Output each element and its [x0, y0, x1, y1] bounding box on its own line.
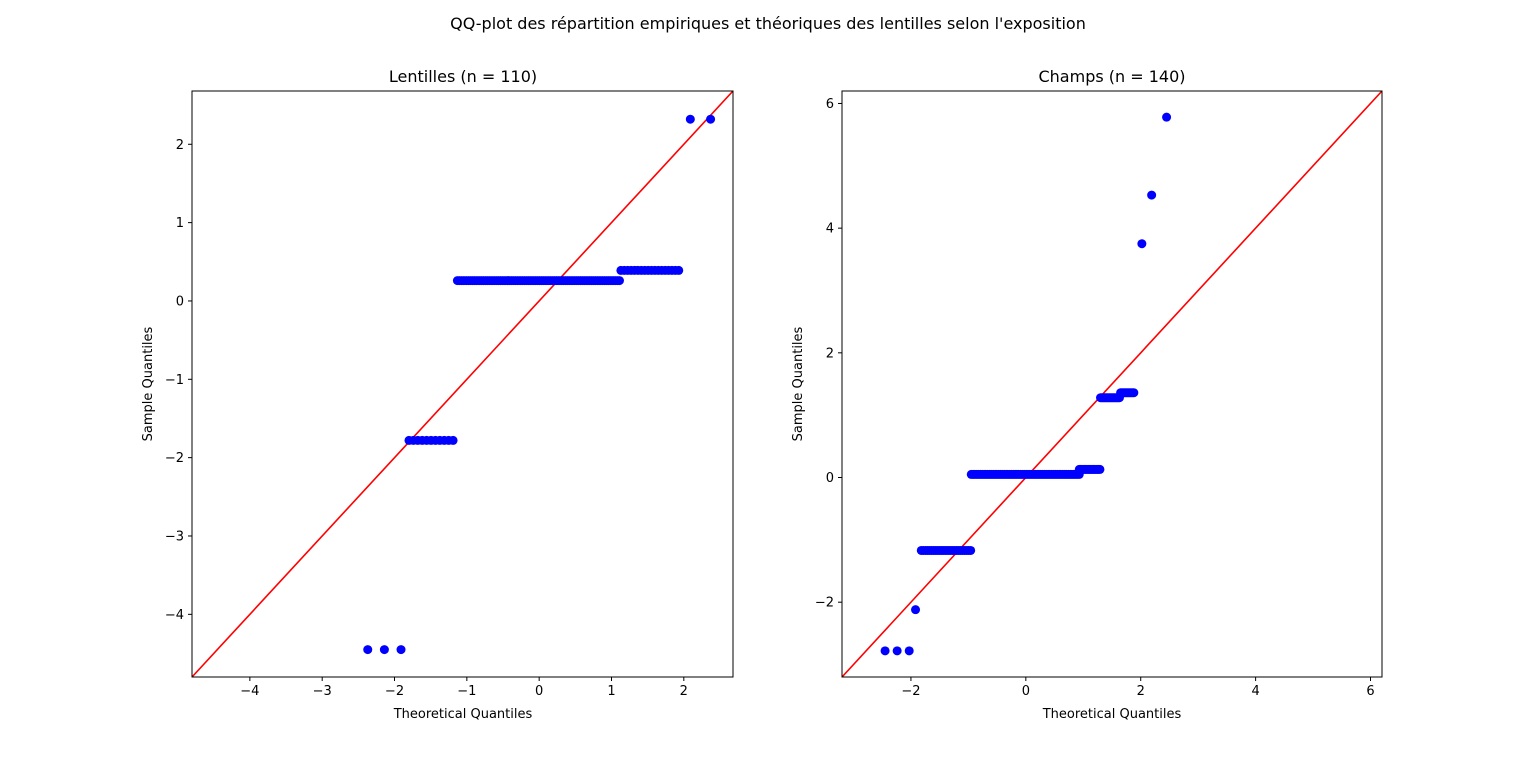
- right-points: [880, 112, 1172, 656]
- right-y-tick-label: −2: [815, 596, 834, 611]
- right-x-axis-label: Theoretical Quantiles: [1042, 707, 1182, 722]
- left-y-tick-label: 2: [176, 138, 184, 153]
- left-x-tick-label: −1: [457, 684, 476, 699]
- left-data-point: [706, 114, 716, 124]
- right-data-point: [904, 646, 914, 656]
- right-data-point: [1129, 388, 1139, 398]
- right-data-point: [1162, 112, 1172, 122]
- right-qq-plot: Champs (n = 140) Theoretical Quantiles S…: [791, 67, 1383, 722]
- left-plot-title: Lentilles (n = 110): [389, 67, 537, 86]
- left-data-point: [396, 645, 406, 655]
- left-x-tick-label: 2: [680, 684, 688, 699]
- right-data-point: [1137, 239, 1147, 249]
- right-data-point: [1095, 464, 1105, 474]
- left-y-tick-label: −3: [165, 529, 184, 544]
- right-y-axis-label: Sample Quantiles: [791, 326, 806, 441]
- right-reference-line: [842, 91, 1382, 677]
- left-y-tick-label: −4: [165, 608, 184, 623]
- right-x-tick-label: 4: [1251, 684, 1259, 699]
- right-x-tick-label: 2: [1137, 684, 1145, 699]
- right-y-tick-label: 0: [826, 471, 834, 486]
- right-y-tick-label: 2: [826, 346, 834, 361]
- figure-suptitle: QQ-plot des répartition empiriques et th…: [450, 14, 1086, 33]
- left-data-point: [448, 435, 458, 445]
- left-y-tick-label: 0: [176, 294, 184, 309]
- left-y-tick-label: 1: [176, 216, 184, 231]
- left-x-tick-label: 1: [607, 684, 615, 699]
- right-x-tick-label: −2: [901, 684, 920, 699]
- right-plot-title: Champs (n = 140): [1038, 67, 1185, 86]
- left-y-axis-label: Sample Quantiles: [141, 326, 156, 441]
- right-y-tick-label: 6: [826, 97, 834, 112]
- left-axes-frame: [191, 90, 734, 678]
- left-data-point: [379, 645, 389, 655]
- right-x-tick-label: 6: [1366, 684, 1374, 699]
- left-data-point: [363, 645, 373, 655]
- left-y-tick-label: −1: [165, 373, 184, 388]
- left-data-point: [685, 114, 695, 124]
- right-data-point: [966, 545, 976, 555]
- left-x-tick-label: −2: [385, 684, 404, 699]
- right-data-point: [892, 646, 902, 656]
- left-y-tick-label: −2: [165, 451, 184, 466]
- left-x-axis-label: Theoretical Quantiles: [393, 707, 533, 722]
- right-data-point: [1147, 190, 1157, 200]
- right-data-point: [911, 605, 921, 615]
- right-data-point: [880, 646, 890, 656]
- left-data-point: [674, 265, 684, 275]
- left-x-tick-label: −3: [313, 684, 332, 699]
- left-qq-plot: Lentilles (n = 110) Theoretical Quantile…: [141, 67, 734, 722]
- right-y-tick-label: 4: [826, 222, 834, 237]
- left-points: [363, 114, 716, 655]
- left-x-tick-label: 0: [535, 684, 543, 699]
- right-x-tick-label: 0: [1022, 684, 1030, 699]
- left-reference-line: [192, 91, 733, 677]
- left-data-point: [614, 276, 624, 286]
- right-axes-frame: [841, 90, 1383, 678]
- left-x-tick-label: −4: [240, 684, 259, 699]
